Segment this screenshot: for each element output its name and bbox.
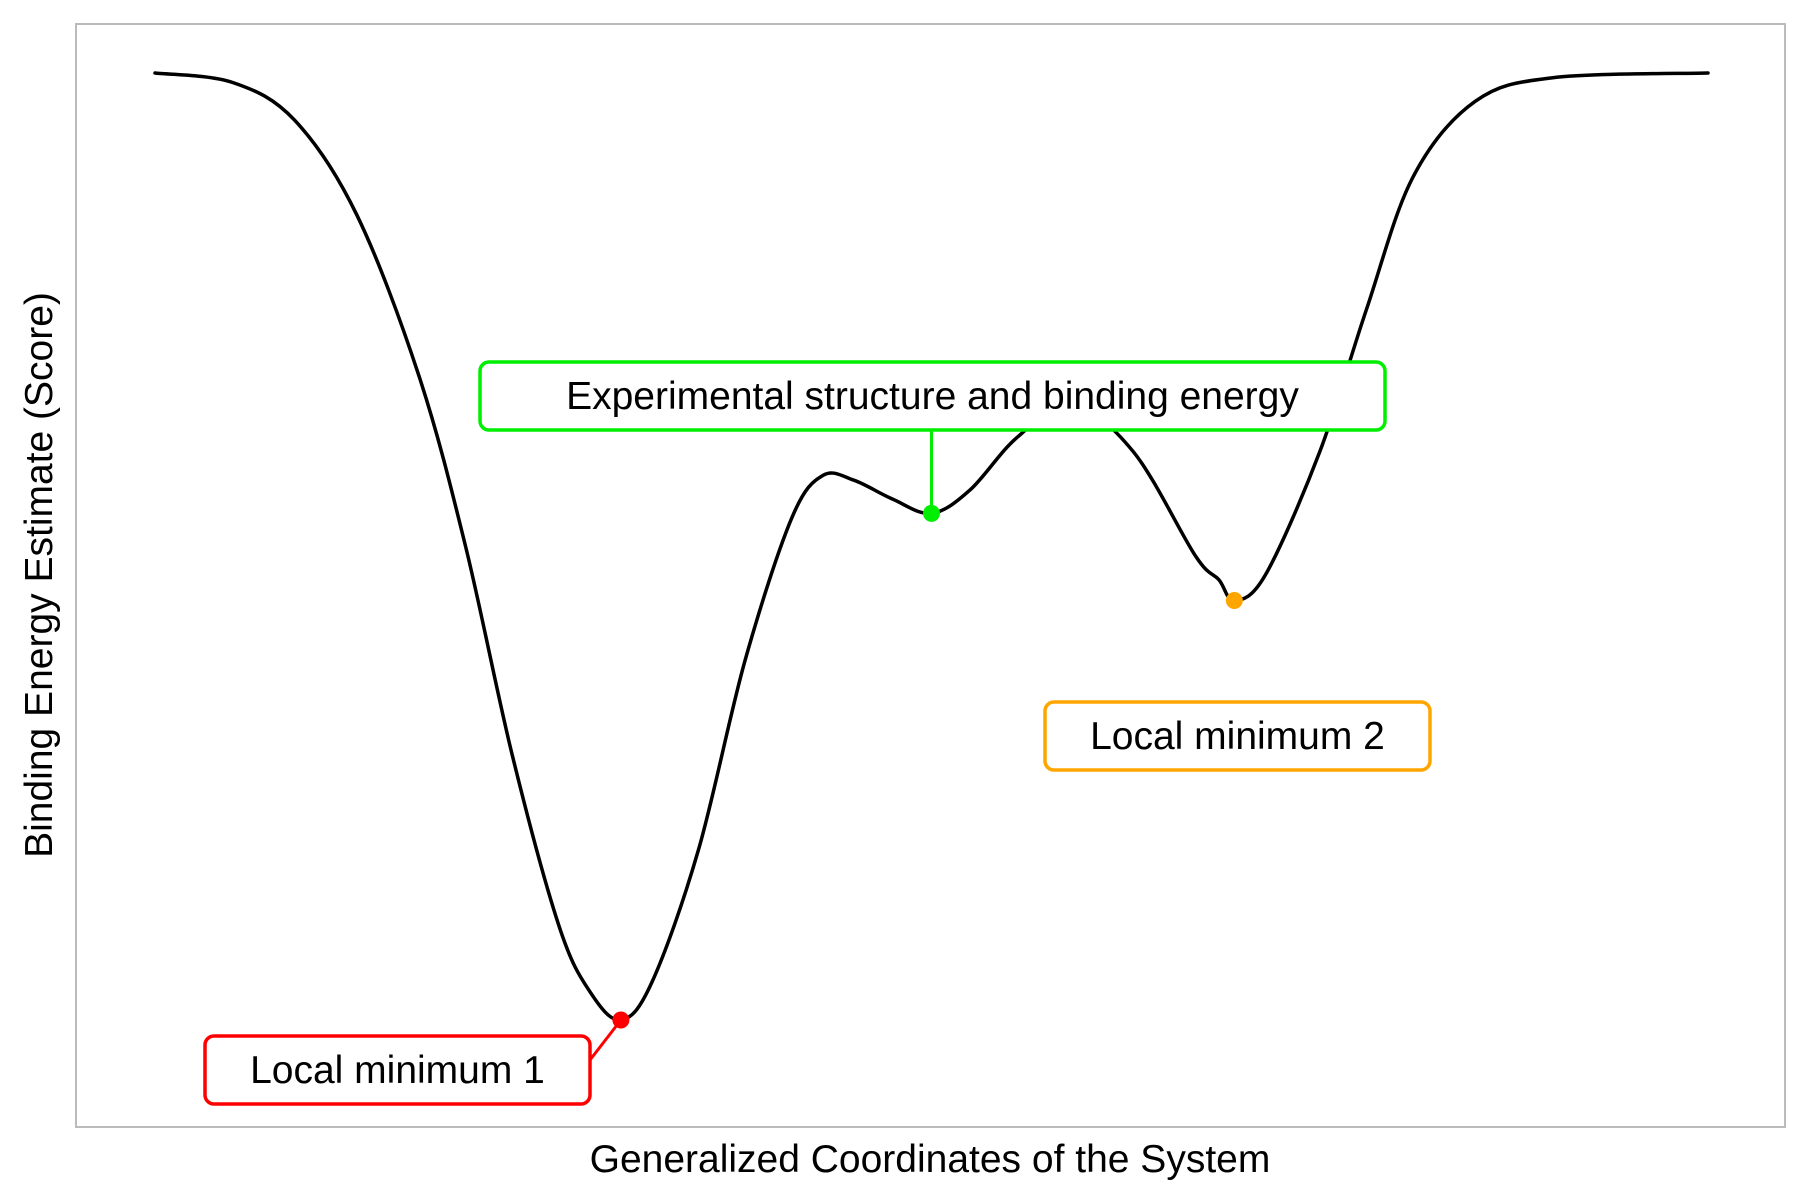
y-axis-label: Binding Energy Estimate (Score) [18, 292, 61, 858]
annotation-box-local-minimum-1 [203, 1034, 592, 1106]
annotation-marker-local-minimum-2 [1225, 591, 1243, 609]
annotation-box-experimental [478, 360, 1387, 432]
plot-frame [75, 23, 1786, 1128]
annotation-marker-experimental [923, 504, 940, 522]
annotations-layer: Experimental structure and binding energ… [203, 360, 1432, 1106]
annotation-label-local-minimum-2: Local minimum 2 [1090, 715, 1385, 758]
annotation-marker-local-minimum-1 [612, 1011, 630, 1029]
x-axis-label: Generalized Coordinates of the System [590, 1138, 1271, 1181]
annotation-label-experimental: Experimental structure and binding energ… [566, 375, 1299, 418]
annotation-label-local-minimum-1: Local minimum 1 [250, 1049, 545, 1092]
annotation-box-local-minimum-2 [1043, 700, 1432, 772]
